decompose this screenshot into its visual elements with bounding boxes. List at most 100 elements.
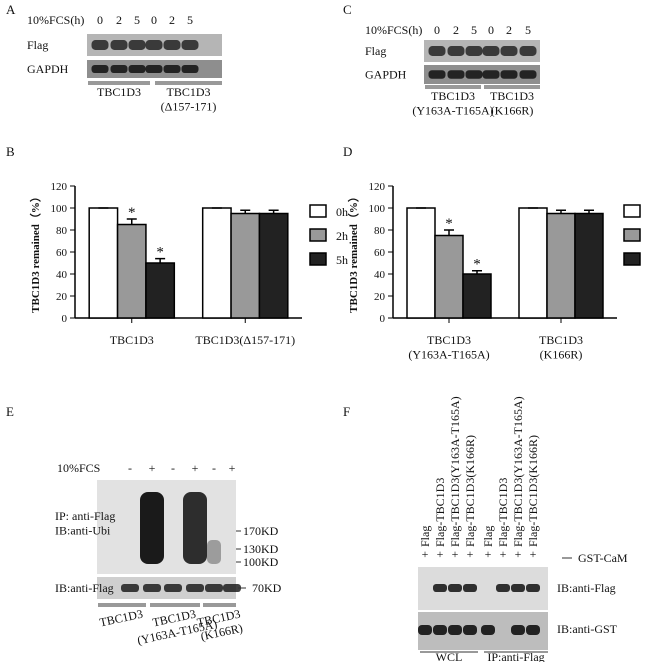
lane-label: Flag-TBC1D3 (496, 478, 510, 547)
blot-band (91, 40, 109, 50)
panel-label: B (6, 144, 15, 159)
treatment-label: GST-CaM (578, 551, 628, 565)
lane-label: + (192, 461, 199, 475)
bar (145, 262, 176, 319)
group-label: WCL (436, 650, 463, 662)
blot-band (465, 46, 483, 56)
y-axis-title: TBC1D3 remained（%） (29, 191, 42, 313)
blot-band (482, 70, 500, 79)
legend-swatch (309, 228, 327, 242)
y-axis-title: TBC1D3 remained（%） (347, 191, 360, 313)
mw-marker: 100KD (243, 555, 279, 569)
mw-marker: 170KD (243, 524, 279, 538)
blot-band (205, 584, 223, 592)
blot-band (128, 64, 146, 74)
panel-label: D (343, 144, 352, 159)
x-tick-label: TBC1D3(Δ157-171) (195, 333, 295, 347)
blot-band (511, 584, 525, 592)
error-bar (444, 229, 454, 236)
row-label: IP: anti-Flag IB:anti-Ubi (55, 509, 115, 537)
lane-label: 0 (488, 23, 494, 37)
blot-band (526, 625, 540, 635)
blot-band (163, 40, 181, 50)
panel-label: A (6, 2, 16, 17)
blot-band (519, 70, 537, 79)
group-label: TBC1D3(K166R) (490, 89, 534, 117)
panel-label: F (343, 404, 350, 419)
legend-label: 5h (336, 253, 348, 267)
blot-band (526, 584, 540, 592)
lane-label: Flag (481, 526, 495, 547)
legend-swatch (623, 228, 641, 242)
y-tick-label: 100 (369, 203, 386, 215)
blot-band (223, 584, 241, 592)
blot-band (482, 46, 500, 56)
sign-label: + (467, 547, 474, 561)
blot-band (145, 40, 163, 50)
group-label: IP:anti-Flag (487, 650, 544, 662)
panel-label: E (6, 404, 14, 419)
blot-band (519, 46, 537, 56)
smear (183, 492, 207, 564)
lane-label: 2 (506, 23, 512, 37)
lane-label: 5 (471, 23, 477, 37)
legend-swatch (623, 204, 641, 218)
blot-band (463, 584, 477, 592)
blot-band (447, 70, 465, 79)
row-label: GAPDH (27, 62, 69, 76)
lane-label: - (128, 461, 132, 475)
x-tick-label: TBC1D3 (110, 333, 154, 347)
lane-label: + (229, 461, 236, 475)
lane-label: 2 (169, 13, 175, 27)
row-label: GAPDH (365, 68, 407, 82)
error-bar (472, 269, 482, 274)
lane-label: - (212, 461, 216, 475)
lane-label: Flag-TBC1D3(Y163A-T165A) (511, 396, 525, 547)
error-bar (240, 209, 251, 214)
significance-mark: * (473, 257, 481, 273)
lane-label: - (171, 461, 175, 475)
lane-label: 0 (97, 13, 103, 27)
bar (434, 234, 464, 319)
bar (574, 212, 604, 319)
y-tick-label: 60 (374, 247, 386, 259)
blot-band (110, 64, 128, 74)
y-tick-label: 100 (51, 203, 68, 215)
blot-band (181, 40, 199, 50)
y-tick-label: 120 (369, 181, 386, 193)
group-label: TBC1D3(Y163A-T165A) (412, 89, 493, 117)
sign-label: + (437, 547, 444, 561)
lane-label: 5 (134, 13, 140, 27)
sign-label: + (515, 547, 522, 561)
blot-band (428, 70, 446, 79)
lane-label: 2 (453, 23, 459, 37)
significance-mark: * (128, 205, 136, 221)
bar (116, 223, 147, 319)
lane-label: + (149, 461, 156, 475)
lane-label: Flag (418, 526, 432, 547)
error-bar (584, 209, 594, 214)
bar (406, 207, 436, 319)
lane-label: 2 (116, 13, 122, 27)
blot-band (496, 584, 510, 592)
bar (518, 207, 548, 319)
bar (230, 212, 261, 319)
blot-band (463, 625, 477, 635)
blot-band (465, 70, 483, 79)
lane-label: 0 (434, 23, 440, 37)
row-label: IB:anti-GST (557, 622, 618, 636)
x-tick-label: TBC1D3 (K166R) (539, 333, 583, 361)
condition-label: 10%FCS(h) (27, 13, 84, 27)
x-tick-label: TBC1D3 (Y163A-T165A) (408, 333, 489, 361)
blot-band (418, 625, 432, 635)
group-label: TBC1D3 (Δ157-171) (161, 85, 217, 113)
blot-band (500, 46, 518, 56)
blot-band (145, 64, 163, 74)
error-bar (268, 209, 279, 214)
blot-band (164, 584, 182, 592)
mw-marker: 130KD (243, 542, 279, 556)
lane-label: 5 (187, 13, 193, 27)
y-tick-label: 40 (56, 269, 68, 281)
panel-label: C (343, 2, 352, 17)
blot-band (121, 584, 139, 592)
